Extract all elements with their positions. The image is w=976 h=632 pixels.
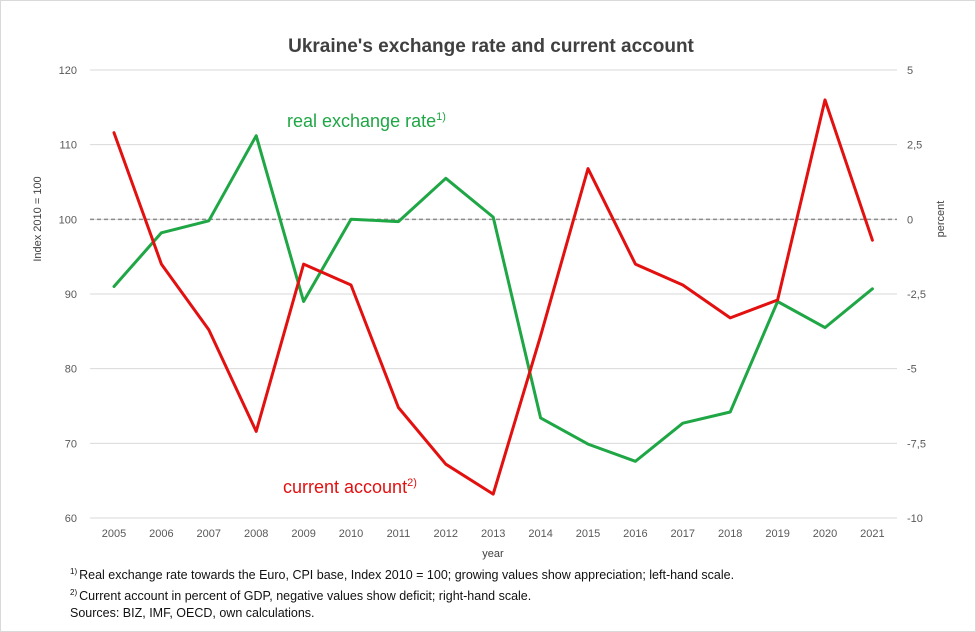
footnote-sources: Sources: BIZ, IMF, OECD, own calculation… [70,606,315,621]
current-account-label: current account2) [283,477,417,497]
current-account-line [112,98,874,496]
footnotes: 1) Real exchange rate towards the Euro, C… [70,563,734,622]
x-tick-label: 2010 [339,528,363,540]
x-axis-ticks: 2005 2006 2007 2008 2009 2010 2011 2012 2013 2014… [102,528,885,540]
series-labels: real exchange rate1) current account2) [283,111,446,497]
footnote-2: 2) Current account in percent of GDP, neg… [70,588,532,604]
series-lines [112,98,874,496]
x-tick-label: 2014 [528,528,552,540]
left-tick-label: 100 [59,214,77,226]
right-axis-label: percent [935,201,947,238]
left-tick-label: 80 [65,364,77,376]
right-axis-ticks: -10 -7,5 -5 -2,5 0 2,5 5 [907,65,926,525]
chart-title: Ukraine's exchange rate and current acco… [288,36,694,57]
left-tick-label: 60 [65,513,77,525]
right-tick-label: -7,5 [907,438,926,450]
right-tick-label: -5 [907,364,917,376]
right-tick-label: 5 [907,65,913,77]
left-axis-ticks: 60 70 80 90 100 110 120 [59,65,77,525]
right-tick-label: 0 [907,214,913,226]
left-axis-label: Index 2010 = 100 [32,176,44,261]
real-exchange-rate-label: real exchange rate1) [287,111,446,131]
x-tick-label: 2016 [623,528,647,540]
x-tick-label: 2021 [860,528,884,540]
right-tick-label: 2,5 [907,140,922,152]
left-tick-label: 90 [65,289,77,301]
gridlines [90,69,897,519]
x-tick-label: 2005 [102,528,126,540]
x-tick-label: 2017 [671,528,695,540]
x-tick-label: 2011 [387,528,411,540]
x-tick-label: 2007 [197,528,221,540]
right-tick-label: -2,5 [907,289,926,301]
x-tick-label: 2009 [291,528,315,540]
x-tick-label: 2019 [765,528,789,540]
footnote-1: 1) Real exchange rate towards the Euro, C… [70,567,735,583]
left-tick-label: 70 [65,438,77,450]
real-exchange-rate-line [112,134,874,463]
x-tick-label: 2008 [244,528,268,540]
x-tick-label: 2013 [481,528,505,540]
x-tick-label: 2018 [718,528,742,540]
x-tick-label: 2006 [149,528,173,540]
x-tick-label: 2020 [813,528,837,540]
x-axis-label: year [482,548,504,560]
left-tick-label: 110 [59,140,77,152]
x-tick-label: 2012 [434,528,458,540]
left-tick-label: 120 [59,65,77,77]
right-tick-label: -10 [907,513,923,525]
x-tick-label: 2015 [576,528,600,540]
